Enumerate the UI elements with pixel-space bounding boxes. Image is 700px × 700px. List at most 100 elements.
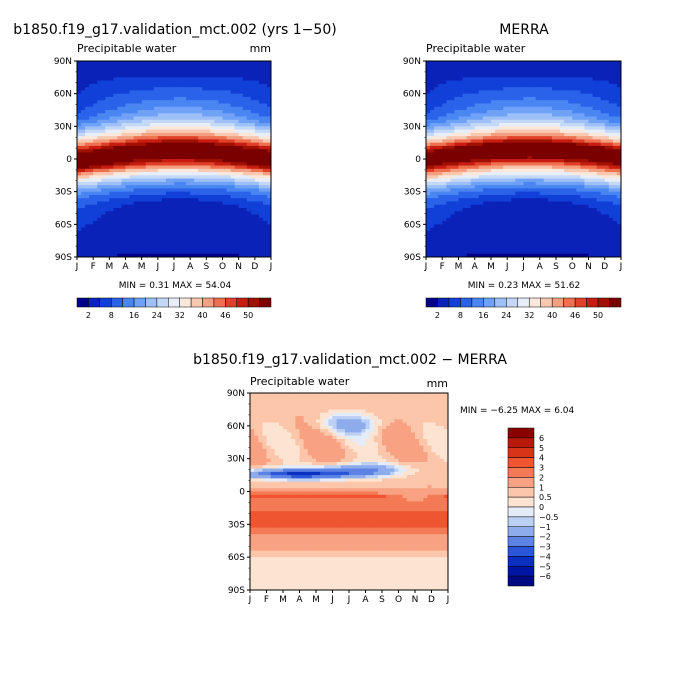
heatmap-cell — [105, 145, 110, 150]
heatmap-cell — [97, 178, 102, 183]
heatmap-cell — [572, 132, 577, 137]
heatmap-cell — [507, 67, 512, 72]
heatmap-cell — [206, 132, 211, 137]
heatmap-cell — [466, 165, 472, 170]
heatmap-cell — [430, 185, 435, 189]
heatmap-cell — [178, 129, 183, 134]
heatmap-cell — [266, 74, 272, 78]
heatmap-cell — [222, 243, 227, 248]
heatmap-cell — [182, 132, 187, 137]
heatmap-cell — [616, 175, 622, 179]
heatmap-cell — [117, 175, 122, 179]
heatmap-cell — [438, 110, 443, 114]
heatmap-cell — [588, 96, 593, 101]
heatmap-cell — [178, 61, 183, 65]
heatmap-cell — [438, 162, 443, 166]
heatmap-cell — [262, 224, 268, 228]
heatmap-cell — [242, 155, 248, 160]
heatmap-cell — [218, 211, 223, 215]
heatmap-cell — [426, 162, 431, 166]
heatmap-cell — [133, 132, 139, 137]
heatmap-cell — [105, 253, 110, 258]
heatmap-cell — [165, 250, 171, 255]
heatmap-cell — [250, 214, 256, 219]
heatmap-cell — [117, 126, 122, 130]
heatmap-cell — [266, 227, 272, 232]
heatmap-cell — [153, 155, 159, 160]
heatmap-cell — [190, 194, 195, 199]
heatmap-cell — [608, 83, 614, 88]
heatmap-cell — [604, 136, 610, 140]
heatmap-cell — [515, 165, 520, 170]
heatmap-cell — [113, 224, 118, 228]
heatmap-cell — [81, 116, 86, 121]
heatmap-cell — [434, 110, 439, 114]
heatmap-cell — [250, 250, 256, 255]
heatmap-cell — [600, 90, 606, 95]
heatmap-cell — [564, 96, 569, 101]
heatmap-cell — [596, 152, 602, 157]
heatmap-cell — [604, 159, 610, 163]
heatmap-cell — [608, 126, 614, 130]
heatmap-cell — [262, 162, 268, 166]
heatmap-cell — [105, 172, 110, 176]
heatmap-cell — [93, 152, 98, 157]
heatmap-cell — [434, 74, 439, 78]
heatmap-cell — [539, 119, 545, 124]
heatmap-cell — [198, 126, 203, 130]
heatmap-cell — [442, 185, 447, 189]
heatmap-cell — [174, 110, 179, 114]
heatmap-cell — [604, 155, 610, 160]
heatmap-cell — [458, 155, 463, 160]
heatmap-cell — [238, 145, 244, 150]
heatmap-cell — [190, 185, 195, 189]
heatmap-cell — [592, 194, 598, 199]
heatmap-cell — [499, 178, 504, 183]
heatmap-cell — [93, 185, 98, 189]
heatmap-cell — [478, 123, 484, 127]
heatmap-cell — [462, 191, 468, 196]
heatmap-cell — [564, 110, 569, 114]
heatmap-cell — [133, 70, 139, 75]
heatmap-cell — [250, 132, 256, 137]
heatmap-cell — [426, 106, 431, 111]
heatmap-cell — [446, 64, 451, 68]
heatmap-cell — [250, 221, 256, 225]
heatmap-cell — [230, 243, 236, 248]
heatmap-cell — [89, 83, 94, 88]
heatmap-cell — [214, 119, 219, 124]
heatmap-cell — [612, 70, 618, 75]
heatmap-cell — [527, 136, 533, 140]
heatmap-cell — [515, 106, 520, 111]
heatmap-cell — [466, 90, 472, 95]
heatmap-cell — [178, 253, 183, 258]
heatmap-cell — [226, 159, 231, 163]
heatmap-cell — [246, 96, 252, 101]
heatmap-cell — [157, 100, 163, 104]
heatmap-cell — [101, 250, 106, 255]
heatmap-cell — [535, 123, 541, 127]
heatmap-cell — [125, 162, 130, 166]
heatmap-cell — [430, 178, 435, 183]
heatmap-cell — [462, 168, 468, 173]
heatmap-cell — [81, 221, 86, 225]
heatmap-cell — [121, 113, 126, 117]
heatmap-cell — [442, 194, 447, 199]
heatmap-cell — [547, 145, 553, 150]
heatmap-cell — [486, 168, 492, 173]
heatmap-cell — [543, 123, 549, 127]
heatmap-cell — [89, 230, 94, 235]
heatmap-cell — [226, 70, 231, 75]
heatmap-cell — [254, 152, 260, 157]
heatmap-cell — [194, 83, 199, 88]
heatmap-cell — [576, 136, 581, 140]
heatmap-cell — [109, 224, 114, 228]
heatmap-cell — [186, 221, 191, 225]
heatmap-cell — [262, 67, 268, 72]
heatmap-cell — [89, 175, 94, 179]
heatmap-cell — [262, 136, 268, 140]
heatmap-cell — [210, 211, 215, 215]
heatmap-cell — [438, 172, 443, 176]
heatmap-cell — [572, 67, 577, 72]
heatmap-cell — [230, 149, 236, 153]
